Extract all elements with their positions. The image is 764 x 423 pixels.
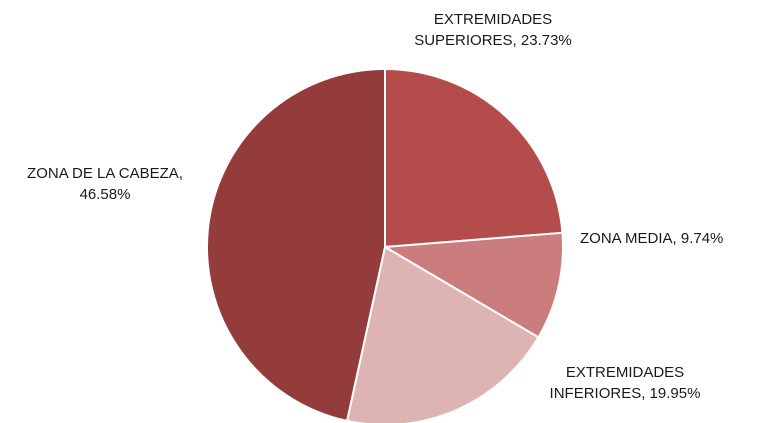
label-extremidades-superiores: EXTREMIDADES SUPERIORES, 23.73% (414, 11, 572, 49)
label-zona-media: ZONA MEDIA, 9.74% (580, 230, 724, 247)
pie-slice-extremidades-inferiores (346, 246, 540, 423)
pie-slice-zona-de-la-cabeza (205, 68, 386, 422)
pie-slice-extremidades-superiores (384, 68, 564, 248)
label-extremidades-inferiores: EXTREMIDADES INFERIORES, 19.95% (549, 364, 701, 402)
pie-slices (205, 68, 564, 423)
label-zona-de-la-cabeza: ZONA DE LA CABEZA, 46.58% (27, 165, 183, 203)
pie-slice-zona-media (384, 231, 564, 339)
